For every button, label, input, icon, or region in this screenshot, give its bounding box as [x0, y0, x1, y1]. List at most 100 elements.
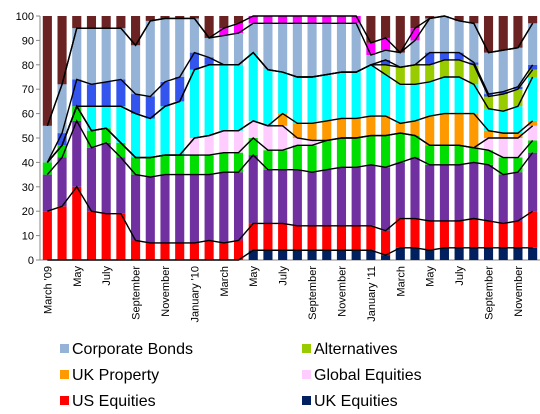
bar-segment: [131, 45, 141, 95]
bar-segment: [483, 108, 494, 131]
bar-segment: [219, 242, 229, 260]
bar-segment: [204, 155, 214, 175]
bar-segment: [498, 138, 508, 158]
boundary-line: [46, 104, 534, 163]
x-tick-label: March: [395, 266, 407, 297]
bar-segment: [454, 16, 464, 21]
bar-segment: [278, 113, 288, 126]
bar-segment: [72, 16, 82, 29]
bar-segment: [498, 91, 508, 95]
bar-segment: [116, 157, 126, 214]
bar-segment: [233, 64, 244, 131]
bar-segment: [322, 74, 332, 121]
bar-segment: [145, 118, 155, 158]
bar-segment: [248, 155, 258, 224]
bar-segment: [248, 52, 258, 121]
bar-segment: [307, 16, 317, 24]
bar-segment: [278, 150, 288, 170]
bar-segment: [454, 247, 464, 260]
bar-segment: [101, 106, 111, 129]
legend-swatch: [60, 396, 69, 405]
bar-segment: [425, 250, 435, 260]
y-tick-label: 30: [22, 182, 34, 194]
bar-segment: [278, 72, 288, 114]
bar-segment: [439, 164, 449, 221]
bar-segment: [219, 152, 229, 173]
bar-segment: [381, 167, 391, 231]
x-tick-label: March '09: [42, 266, 54, 314]
x-tick-label: July: [101, 266, 113, 286]
bar-segment: [233, 33, 244, 65]
bar-segment: [469, 218, 479, 248]
bar-segment: [145, 96, 155, 119]
x-tick-label: September: [131, 266, 143, 320]
bar-segment: [381, 230, 391, 256]
bar-segment: [395, 218, 405, 248]
bar-segment: [322, 225, 332, 251]
bar-segment: [57, 145, 67, 158]
bar-segment: [307, 145, 317, 173]
bar-segment: [381, 116, 391, 136]
bar-segment: [366, 225, 376, 251]
bar-segment: [145, 157, 155, 178]
y-tick-label: 20: [22, 206, 34, 218]
bar-segment: [307, 250, 317, 260]
bar-segment: [175, 77, 185, 102]
x-tick-label: November: [513, 266, 525, 317]
bar-segment: [263, 23, 273, 70]
bar-segment: [145, 177, 155, 243]
bar-segment: [439, 145, 449, 165]
bar-segment: [513, 106, 523, 134]
bar-segment: [292, 16, 302, 24]
bar-segment: [278, 16, 288, 24]
bar-segment: [86, 147, 97, 212]
bar-segment: [219, 16, 229, 29]
bar-segment: [145, 16, 155, 21]
bar-segment: [131, 240, 141, 260]
bar-segment: [278, 169, 288, 224]
x-tick-label: May: [72, 266, 84, 287]
bar-segment: [439, 52, 449, 60]
bar-segment: [528, 152, 538, 212]
bar-segment: [425, 64, 435, 82]
bar-segment: [336, 23, 347, 73]
legend-label: Corporate Bonds: [72, 341, 193, 358]
y-tick-label: 60: [22, 109, 34, 121]
boundary-line: [46, 15, 534, 127]
bar-segment: [528, 247, 538, 260]
bar-segment: [86, 28, 97, 85]
x-tick-label: January '10: [189, 266, 201, 323]
bar-segment: [366, 116, 376, 136]
bar-segment: [410, 64, 420, 85]
bar-segment: [160, 242, 170, 260]
bar-segment: [454, 164, 464, 221]
bar-segment: [42, 174, 52, 212]
bar-segment: [292, 77, 302, 124]
y-tick-label: 70: [22, 84, 34, 96]
bar-segment: [528, 120, 538, 126]
bar-segment: [483, 130, 494, 138]
x-tick-label: November: [160, 266, 172, 317]
bar-segment: [307, 23, 317, 77]
x-tick-label: September: [307, 266, 319, 320]
bar-segment: [528, 69, 538, 77]
bar-segment: [160, 16, 170, 19]
bar-segment: [175, 101, 185, 156]
bar-segment: [513, 138, 523, 158]
bar-segment: [233, 23, 244, 34]
bar-segment: [395, 162, 405, 219]
bar-segment: [233, 130, 244, 153]
bar-segment: [454, 220, 464, 248]
bar-segment: [322, 23, 332, 75]
bar-segment: [528, 77, 538, 121]
bar-segment: [381, 255, 391, 260]
bar-segment: [233, 240, 244, 260]
bar-segment: [292, 23, 302, 77]
bar-segment: [366, 55, 376, 65]
bar-segment: [454, 20, 464, 53]
bar-segment: [248, 23, 258, 53]
bar-segment: [425, 145, 435, 165]
bar-segment: [42, 16, 52, 126]
bar-segment: [439, 220, 449, 248]
bar-segment: [160, 106, 170, 156]
